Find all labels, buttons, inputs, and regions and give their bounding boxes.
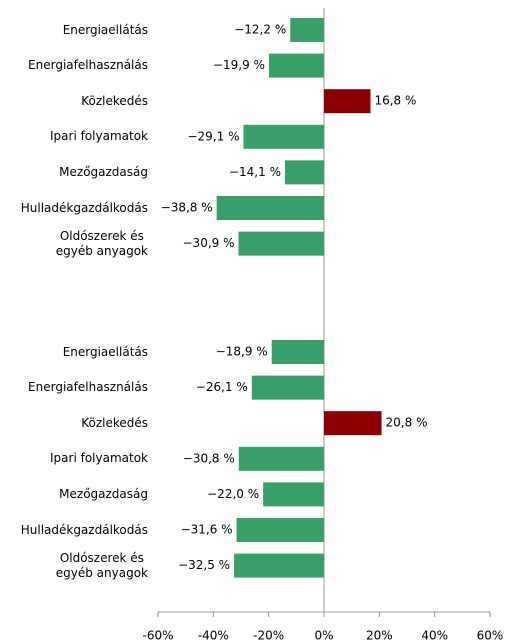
value-label: −31,6 % (181, 523, 233, 537)
category-text: Mezőgazdaság (59, 486, 148, 501)
x-tick-label: -60% (142, 629, 173, 643)
category-text: Energiaellátás (62, 344, 148, 359)
category-label: Oldószerek és egyéb anyagok (56, 548, 148, 584)
category-text: Energiaellátás (62, 22, 148, 37)
value-label: −12,2 % (234, 23, 286, 37)
category-text: Hulladékgazdálkodás (20, 522, 148, 537)
x-tick-label: -40% (198, 629, 229, 643)
value-label: 16,8 % (374, 94, 416, 108)
category-label: Közlekedés (81, 83, 148, 119)
category-label: Közlekedés (81, 405, 148, 441)
category-text: Ipari folyamatok (50, 451, 148, 466)
value-label: −14,1 % (229, 165, 281, 179)
category-text: Ipari folyamatok (50, 129, 148, 144)
category-text: Közlekedés (81, 93, 148, 108)
value-label: −19,9 % (213, 58, 265, 72)
bar (234, 553, 324, 578)
category-text: Energiafelhasználás (28, 380, 148, 395)
category-text: Energiafelhasználás (28, 58, 148, 73)
bar (284, 160, 324, 185)
category-text: Oldószerek és egyéb anyagok (55, 228, 148, 258)
value-label: −18,9 % (216, 345, 268, 359)
category-label: Oldószerek és egyéb anyagok (56, 226, 148, 262)
bar (238, 231, 324, 256)
bar (238, 446, 324, 471)
value-label: −26,1 % (196, 380, 248, 394)
category-label: Energiafelhasználás (28, 370, 148, 406)
category-label: Energiaellátás (63, 12, 148, 48)
value-label: −30,9 % (183, 236, 235, 250)
bar (263, 482, 324, 507)
category-text: Közlekedés (81, 415, 148, 430)
category-label: Hulladékgazdálkodás (21, 512, 148, 548)
bar (243, 124, 324, 149)
x-tick-label: 60% (477, 629, 504, 643)
category-text: Oldószerek és egyéb anyagok (55, 550, 148, 580)
bar (268, 53, 324, 78)
bar (251, 375, 324, 400)
category-label: Ipari folyamatok (50, 119, 148, 155)
x-tick-label: 0% (314, 629, 333, 643)
category-label: Energiafelhasználás (28, 48, 148, 84)
bar (236, 518, 324, 542)
value-label: −32,5 % (178, 558, 230, 572)
category-label: Hulladékgazdálkodás (21, 190, 148, 226)
bar (324, 411, 382, 436)
bar (216, 196, 324, 220)
bar (290, 18, 324, 42)
x-tick-label: -20% (253, 629, 284, 643)
value-label: −30,8 % (183, 451, 235, 465)
category-label: Mezőgazdaság (59, 476, 148, 512)
x-tick-label: 40% (421, 629, 448, 643)
category-text: Mezőgazdaság (59, 164, 148, 179)
category-label: Energiaellátás (63, 334, 148, 370)
value-label: −38,8 % (161, 201, 213, 215)
category-label: Ipari folyamatok (50, 441, 148, 477)
value-label: −22,0 % (207, 487, 259, 501)
x-tick-label: 20% (366, 629, 393, 643)
value-label: −29,1 % (187, 129, 239, 143)
value-label: 20,8 % (386, 416, 428, 430)
bar (324, 89, 371, 114)
category-label: Mezőgazdaság (59, 154, 148, 190)
category-text: Hulladékgazdálkodás (20, 200, 148, 215)
bar (271, 340, 324, 364)
